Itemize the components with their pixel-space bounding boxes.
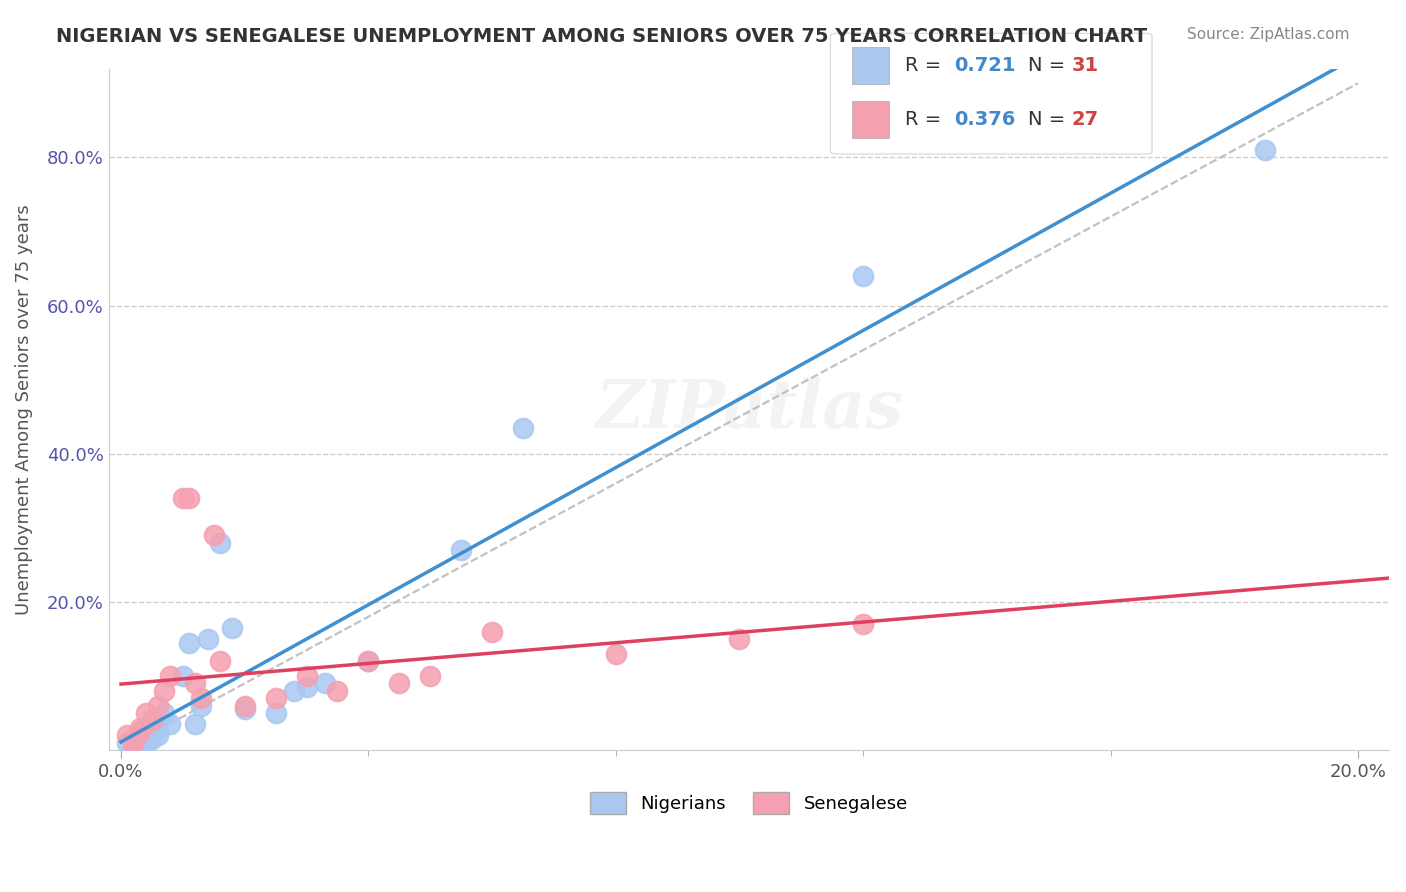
Point: [481, 624, 503, 639]
Text: 31: 31: [1071, 56, 1098, 75]
Text: N =: N =: [1028, 110, 1071, 128]
Point: [202, 528, 225, 542]
Point: [208, 535, 231, 549]
Point: [419, 669, 441, 683]
Point: [233, 698, 256, 713]
Point: [159, 669, 181, 683]
Point: [264, 691, 287, 706]
Text: Source: ZipAtlas.com: Source: ZipAtlas.com: [1187, 27, 1350, 42]
Point: [184, 676, 207, 690]
Bar: [852, 47, 889, 85]
Point: [135, 736, 157, 750]
Point: [128, 721, 150, 735]
Point: [728, 632, 751, 646]
Point: [153, 683, 176, 698]
Point: [172, 491, 194, 506]
Point: [128, 734, 150, 748]
Point: [141, 724, 163, 739]
Point: [177, 635, 200, 649]
Text: 27: 27: [1071, 110, 1098, 128]
Point: [122, 731, 145, 746]
Point: [208, 654, 231, 668]
Text: ZIPatlas: ZIPatlas: [595, 376, 903, 442]
Point: [141, 731, 163, 746]
Point: [122, 737, 145, 751]
Point: [450, 543, 472, 558]
Point: [852, 617, 875, 632]
Point: [326, 683, 349, 698]
Point: [141, 714, 163, 728]
Point: [295, 680, 318, 694]
Point: [146, 698, 169, 713]
Bar: [852, 101, 889, 137]
Point: [128, 724, 150, 739]
Point: [357, 654, 380, 668]
Point: [314, 676, 336, 690]
Point: [852, 268, 875, 283]
Point: [221, 621, 243, 635]
Point: [197, 632, 219, 646]
Text: NIGERIAN VS SENEGALESE UNEMPLOYMENT AMONG SENIORS OVER 75 YEARS CORRELATION CHAR: NIGERIAN VS SENEGALESE UNEMPLOYMENT AMON…: [56, 27, 1147, 45]
Point: [146, 728, 169, 742]
Point: [283, 683, 305, 698]
Point: [357, 654, 380, 668]
Point: [184, 717, 207, 731]
Point: [115, 728, 138, 742]
Legend: Nigerians, Senegalese: Nigerians, Senegalese: [581, 783, 917, 822]
Point: [190, 698, 212, 713]
Point: [233, 702, 256, 716]
Point: [146, 721, 169, 735]
Point: [264, 706, 287, 720]
Point: [177, 491, 200, 506]
Point: [295, 669, 318, 683]
Point: [512, 421, 534, 435]
Point: [122, 736, 145, 750]
Point: [1254, 143, 1277, 157]
FancyBboxPatch shape: [831, 33, 1152, 154]
Text: R =: R =: [904, 56, 948, 75]
Point: [135, 728, 157, 742]
Point: [135, 706, 157, 720]
Point: [122, 739, 145, 754]
Point: [159, 717, 181, 731]
Point: [128, 731, 150, 746]
Point: [190, 691, 212, 706]
Text: N =: N =: [1028, 56, 1071, 75]
Point: [153, 706, 176, 720]
Text: 0.721: 0.721: [955, 56, 1015, 75]
Point: [605, 647, 627, 661]
Point: [388, 676, 411, 690]
Y-axis label: Unemployment Among Seniors over 75 years: Unemployment Among Seniors over 75 years: [15, 204, 32, 615]
Point: [172, 669, 194, 683]
Text: R =: R =: [904, 110, 948, 128]
Point: [135, 734, 157, 748]
Point: [115, 736, 138, 750]
Text: 0.376: 0.376: [955, 110, 1015, 128]
